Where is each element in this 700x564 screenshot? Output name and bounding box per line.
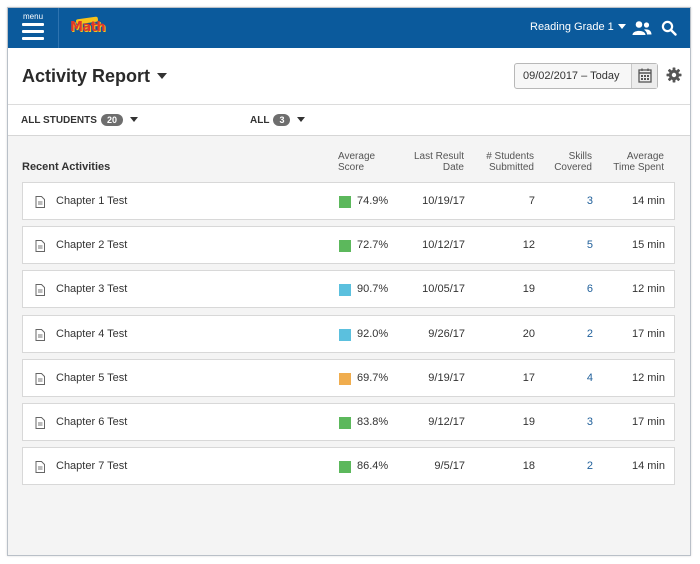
average-time-spent: 12 min (631, 283, 665, 295)
average-score: 69.7% (357, 372, 389, 384)
activity-row[interactable]: Chapter 2 Test 72.7% 10/12/17 12 5 15 min (22, 226, 675, 264)
gear-icon[interactable] (666, 67, 682, 83)
column-header-students-submitted: # Students Submitted (486, 151, 534, 173)
menu-label: menu (23, 12, 44, 21)
document-icon (35, 461, 45, 473)
average-time-spent: 17 min (631, 416, 665, 428)
column-header-average-time: Average Time Spent (613, 151, 664, 173)
last-result-date: 9/26/17 (428, 328, 465, 340)
score-color-swatch (339, 284, 351, 296)
document-icon (35, 373, 45, 385)
skills-covered-link[interactable]: 3 (586, 416, 593, 428)
activity-name: Chapter 6 Test (56, 416, 128, 428)
average-time-spent: 14 min (631, 460, 665, 472)
calendar-icon (638, 68, 652, 83)
groups-filter-label: ALL (250, 115, 270, 126)
activity-row[interactable]: Chapter 5 Test 69.7% 9/19/17 17 4 12 min (22, 359, 675, 397)
document-icon (35, 284, 45, 296)
average-time-spent: 17 min (631, 328, 665, 340)
column-header-last-result-date: Last Result Date (413, 151, 464, 173)
students-submitted: 7 (528, 195, 535, 207)
activity-row[interactable]: Chapter 7 Test 86.4% 9/5/17 18 2 14 min (22, 447, 675, 485)
activity-name: Chapter 1 Test (56, 195, 128, 207)
skills-covered-link[interactable]: 3 (586, 195, 593, 207)
score-color-swatch (339, 461, 351, 473)
activity-name: Chapter 3 Test (56, 283, 128, 295)
average-score: 74.9% (357, 195, 389, 207)
average-score: 86.4% (357, 460, 389, 472)
filter-bar: ALL STUDENTS 20 ALL 3 (8, 105, 690, 136)
average-score: 83.8% (357, 416, 389, 428)
students-submitted: 20 (522, 328, 535, 340)
activity-row[interactable]: Chapter 1 Test 74.9% 10/19/17 7 3 14 min (22, 182, 675, 220)
last-result-date: 10/05/17 (422, 283, 465, 295)
groups-count-badge: 3 (273, 114, 291, 126)
chevron-down-icon (157, 73, 168, 79)
students-filter[interactable]: ALL STUDENTS 20 (21, 114, 138, 126)
students-submitted: 18 (522, 460, 535, 472)
last-result-date: 9/12/17 (428, 416, 465, 428)
average-time-spent: 14 min (631, 195, 665, 207)
skills-covered-link[interactable]: 4 (586, 372, 593, 384)
activity-name: Chapter 7 Test (56, 460, 128, 472)
activity-name: Chapter 2 Test (56, 239, 128, 251)
users-icon[interactable] (632, 20, 652, 36)
search-icon[interactable] (661, 20, 677, 36)
activity-name: Chapter 4 Test (56, 328, 128, 340)
hamburger-icon (22, 23, 44, 44)
grade-label: Reading Grade 1 (530, 21, 614, 33)
score-color-swatch (339, 417, 351, 429)
chevron-down-icon (297, 117, 306, 122)
last-result-date: 9/5/17 (434, 460, 465, 472)
menu-button[interactable]: menu (8, 8, 58, 48)
last-result-date: 10/12/17 (422, 239, 465, 251)
column-header-skills-covered: Skills Covered (554, 151, 592, 173)
students-submitted: 19 (522, 416, 535, 428)
skills-covered-link[interactable]: 6 (586, 283, 593, 295)
average-score: 72.7% (357, 239, 389, 251)
document-icon (35, 417, 45, 429)
chevron-down-icon (129, 117, 138, 122)
average-score: 92.0% (357, 328, 389, 340)
skills-covered-link[interactable]: 2 (586, 328, 593, 340)
score-color-swatch (339, 373, 351, 385)
date-range-picker[interactable]: 09/02/2017 – Today (514, 63, 658, 89)
document-icon (35, 329, 45, 341)
students-submitted: 19 (522, 283, 535, 295)
average-time-spent: 12 min (631, 372, 665, 384)
activity-row[interactable]: Chapter 6 Test 83.8% 9/12/17 19 3 17 min (22, 403, 675, 441)
last-result-date: 9/19/17 (428, 372, 465, 384)
skills-covered-link[interactable]: 5 (586, 239, 593, 251)
score-color-swatch (339, 196, 351, 208)
app-logo: Math (70, 20, 106, 35)
app-window: menu Math Reading Grade 1 Activity Repor… (7, 7, 691, 556)
last-result-date: 10/19/17 (422, 195, 465, 207)
score-color-swatch (339, 240, 351, 252)
activity-row[interactable]: Chapter 4 Test 92.0% 9/26/17 20 2 17 min (22, 315, 675, 353)
students-filter-label: ALL STUDENTS (21, 115, 97, 126)
students-submitted: 12 (522, 239, 535, 251)
column-header-average-score: Average Score (338, 151, 376, 173)
section-title: Recent Activities (22, 161, 111, 173)
activity-name: Chapter 5 Test (56, 372, 128, 384)
divider (58, 8, 59, 48)
document-icon (35, 240, 45, 252)
skills-covered-link[interactable]: 2 (586, 460, 593, 472)
students-count-badge: 20 (100, 114, 123, 126)
average-score: 90.7% (357, 283, 389, 295)
calendar-button[interactable] (631, 64, 657, 88)
page-title: Activity Report (22, 66, 151, 86)
average-time-spent: 15 min (631, 239, 665, 251)
students-submitted: 17 (522, 372, 535, 384)
activity-row[interactable]: Chapter 3 Test 90.7% 10/05/17 19 6 12 min (22, 270, 675, 308)
page-header: Activity Report 09/02/2017 – Today (8, 48, 690, 105)
top-bar: menu Math Reading Grade 1 (8, 8, 690, 48)
groups-filter[interactable]: ALL 3 (250, 114, 306, 126)
report-type-dropdown[interactable]: Activity Report (22, 66, 168, 87)
score-color-swatch (339, 329, 351, 341)
grade-selector[interactable]: Reading Grade 1 (530, 21, 626, 33)
chevron-down-icon (617, 24, 626, 29)
document-icon (35, 196, 45, 208)
date-range-text: 09/02/2017 – Today (523, 70, 620, 82)
